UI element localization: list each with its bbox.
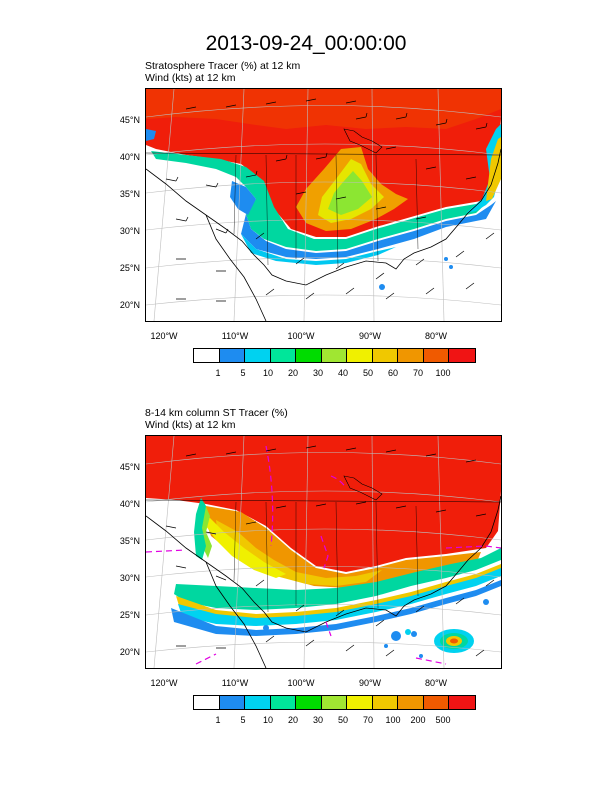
panel1-field-label: Stratosphere Tracer (%) at 12 km	[145, 60, 301, 72]
p1-colorbar-label: 20	[287, 368, 298, 378]
p2-lat-label-30: 30°N	[119, 573, 140, 583]
panel1-wind-label: Wind (kts) at 12 km	[145, 72, 236, 84]
p2-lat-label-20: 20°N	[119, 647, 140, 657]
p2-color-swatch	[321, 696, 347, 709]
p1-colorbar-label: 5	[240, 368, 246, 378]
p2-color-swatch	[219, 696, 245, 709]
p2-colorbar-label: 5	[240, 715, 246, 725]
p2-colorbar-label: 10	[262, 715, 273, 725]
p2-lon-label-100: 100°W	[287, 678, 315, 688]
panel2-header: 8-14 km column ST Tracer (%) Wind (kts) …	[145, 407, 288, 431]
p2-colorbar-label: 500	[435, 715, 451, 725]
p1-colorbar-label: 60	[387, 368, 398, 378]
p2-colorbar-label: 30	[312, 715, 323, 725]
p1-lat-label-45: 45°N	[119, 115, 140, 125]
p2-color-swatch	[347, 696, 373, 709]
p1-color-swatch	[245, 349, 271, 362]
p2-lon-label-120: 120°W	[150, 678, 178, 688]
p1-colorbar-label: 100	[435, 368, 451, 378]
p1-lon-label-100: 100°W	[287, 331, 315, 341]
p1-colorbar-label: 30	[312, 368, 323, 378]
p1-lon-label-120: 120°W	[150, 331, 178, 341]
p1-colorbar-label: 70	[412, 368, 423, 378]
p1-colorbar-label: 1	[215, 368, 221, 378]
p2-colorbar-label: 20	[287, 715, 298, 725]
panel2-wind-label: Wind (kts) at 12 km	[145, 419, 236, 431]
p2-color-swatch	[398, 696, 424, 709]
p2-color-swatch	[194, 696, 220, 709]
p1-color-swatch	[398, 349, 424, 362]
p1-lat-label-35: 35°N	[119, 189, 140, 199]
p2-colorbar-label: 1	[215, 715, 221, 725]
p1-color-swatch	[347, 349, 373, 362]
figure-title: 2013-09-24_00:00:00	[205, 32, 407, 55]
p1-lat-label-20: 20°N	[119, 300, 140, 310]
p1-lon-label-80: 80°W	[424, 331, 448, 341]
p1-color-swatch	[270, 349, 296, 362]
p2-lat-label-35: 35°N	[119, 536, 140, 546]
p1-color-swatch	[219, 349, 245, 362]
panel2-colorbar	[193, 695, 476, 710]
p1-color-swatch	[372, 349, 398, 362]
p1-lon-label-110: 110°W	[221, 331, 249, 341]
panel2-map	[145, 435, 502, 669]
p1-color-swatch	[296, 349, 322, 362]
p1-colorbar-label: 10	[262, 368, 273, 378]
p1-color-swatch	[449, 349, 475, 362]
p2-color-swatch	[296, 696, 322, 709]
p2-color-swatch	[449, 696, 475, 709]
p2-colorbar-label: 100	[385, 715, 401, 725]
panel1-header: Stratosphere Tracer (%) at 12 km Wind (k…	[145, 60, 300, 84]
p1-lat-label-30: 30°N	[119, 226, 140, 236]
p2-color-swatch	[245, 696, 271, 709]
panel1-map	[145, 88, 502, 322]
panel1-colorbar	[193, 348, 476, 363]
p2-colorbar-label: 200	[410, 715, 426, 725]
p2-lon-label-110: 110°W	[221, 678, 249, 688]
panel2-field-label: 8-14 km column ST Tracer (%)	[145, 407, 288, 419]
p2-lat-label-40: 40°N	[119, 499, 140, 509]
p2-color-swatch	[423, 696, 449, 709]
p1-color-swatch	[194, 349, 220, 362]
p2-lat-label-25: 25°N	[119, 610, 140, 620]
p2-colorbar-label: 50	[337, 715, 348, 725]
p2-lon-label-90: 90°W	[358, 678, 382, 688]
p1-colorbar-label: 40	[337, 368, 348, 378]
p1-color-swatch	[321, 349, 347, 362]
p2-color-swatch	[270, 696, 296, 709]
p1-lon-label-90: 90°W	[358, 331, 382, 341]
p1-lat-label-25: 25°N	[119, 263, 140, 273]
p2-color-swatch	[372, 696, 398, 709]
p1-lat-label-40: 40°N	[119, 152, 140, 162]
p1-colorbar-label: 50	[362, 368, 373, 378]
p2-colorbar-label: 70	[362, 715, 373, 725]
p2-lon-label-80: 80°W	[424, 678, 448, 688]
p1-color-swatch	[423, 349, 449, 362]
p2-lat-label-45: 45°N	[119, 462, 140, 472]
